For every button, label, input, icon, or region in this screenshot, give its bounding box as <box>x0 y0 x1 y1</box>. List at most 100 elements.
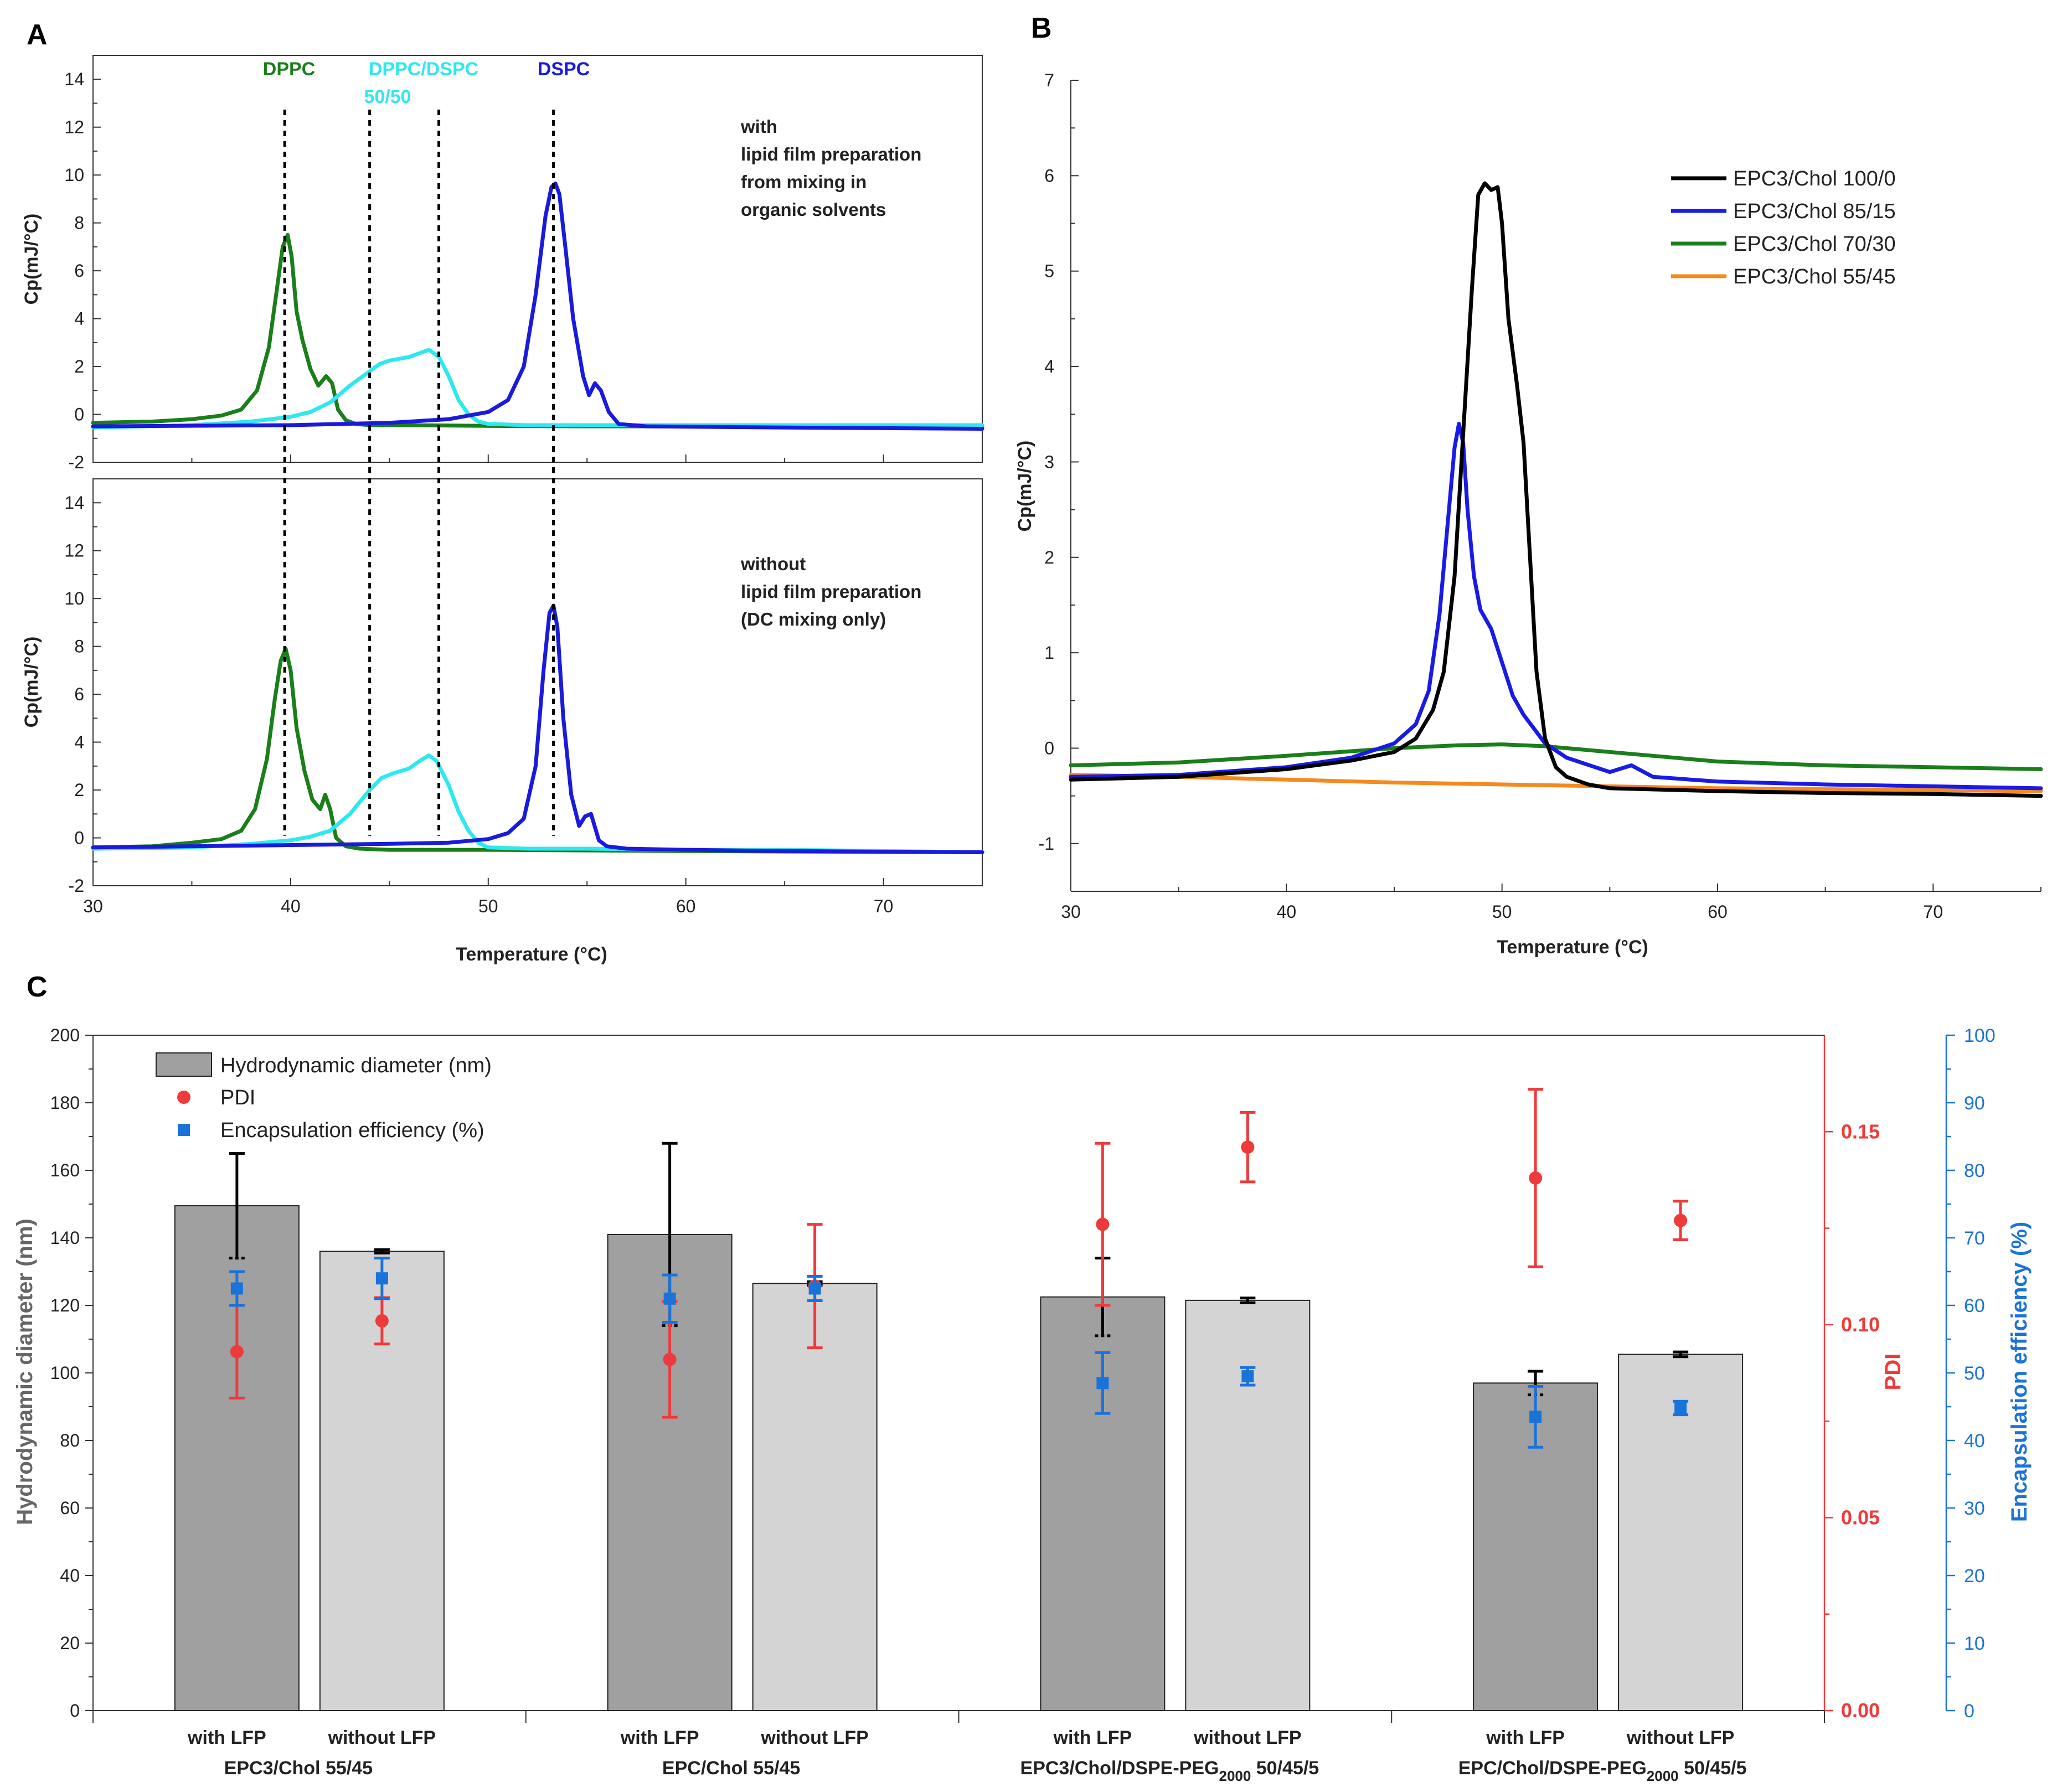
panel-a-top-note: with lipid film preparation from mixing … <box>740 116 921 220</box>
panel-c-ee-tick-label: 30 <box>1964 1498 1985 1519</box>
panel-c-group-label-tail: 50/45/5 <box>1679 1758 1747 1779</box>
panel-a-top-series-dppc-dspc-50-50 <box>91 348 984 430</box>
panel-b-y-tick-label: 1 <box>1044 643 1054 663</box>
panel-a-bottom-y-tick-label: -2 <box>69 876 84 896</box>
panel-a-bottom-note-line: without <box>740 554 806 574</box>
pdi-point <box>375 1314 389 1328</box>
legend-label-encapsulation: Encapsulation efficiency (%) <box>220 1119 484 1142</box>
panel-a-top-y-tick-label: 12 <box>64 117 84 137</box>
panel-c-ee-axis: 0 10 20 30 40 50 60 70 80 90 100 <box>1946 1025 1996 1722</box>
panel-a-x-tick-label: 50 <box>478 896 498 916</box>
pdi-point <box>1096 1217 1110 1231</box>
legend-label-epc3-chol-100-0: EPC3/Chol 100/0 <box>1733 167 1896 190</box>
panel-b-x-tick-label: 50 <box>1492 902 1512 922</box>
panel-c-y-tick-label: 160 <box>50 1160 80 1180</box>
panel-c-group-label-main: EPC3/Chol/DSPE-PEG <box>1020 1758 1219 1779</box>
panel-c-ee-tick-label: 40 <box>1964 1430 1985 1452</box>
panel-a-top-frame <box>92 55 983 463</box>
panel-a-bottom-series-dppc <box>91 647 984 854</box>
panel-b-y-tick-label: 7 <box>1044 70 1054 90</box>
panel-a-bottom-y-tick-label: 8 <box>74 637 84 657</box>
panel-b-series-epc3-chol-100-0 <box>1069 181 2043 798</box>
pdi-point <box>1529 1171 1543 1185</box>
panel-c-group-label-subscript: 2000 <box>1647 1768 1679 1784</box>
panel-a-top-y-tick-label: 14 <box>64 69 84 89</box>
panel-c-y-tick-label: 80 <box>60 1430 80 1450</box>
panel-a-top-y-tick-label: 2 <box>74 357 84 376</box>
panel-c-condition-label: with LFP <box>620 1727 699 1748</box>
panel-c-ee-axis-title: Encapsulation efficiency (%) <box>2007 1222 2032 1522</box>
panel-c-condition-label: without LFP <box>760 1727 869 1748</box>
panel-a-bottom-y-axis: -2 0 2 4 6 8 10 12 14 <box>64 493 101 896</box>
panel-a-bottom-series-dspc <box>91 603 984 854</box>
panel-c-y-tick-label: 0 <box>70 1701 80 1721</box>
panel-a-bottom-plot: -2 0 2 4 6 8 10 12 14 Cp(mJ/°C) without lipid fi… <box>21 478 984 896</box>
pdi-point <box>230 1345 244 1359</box>
panel-c-group-label-subscript: 2000 <box>1219 1768 1251 1784</box>
panel-c-condition-label: without LFP <box>328 1727 436 1748</box>
panel-b-y-tick-label: 2 <box>1044 548 1054 567</box>
panel-a-bottom-y-tick-label: 10 <box>64 588 84 608</box>
panel-a-lipid-labels: DPPC DPPC/DSPC 50/50 DSPC <box>263 59 590 107</box>
panel-c-group-label: EPC3/Chol/DSPE-PEG2000 50/45/5 <box>1020 1758 1319 1784</box>
panel-a-top-y-tick-label: 0 <box>74 405 84 425</box>
panel-c-y-tick-label: 180 <box>50 1093 80 1113</box>
panel-b-y-tick-label: 4 <box>1044 357 1054 376</box>
panel-c-ee-tick-label: 80 <box>1964 1160 1985 1181</box>
panel-c-x-axis: with LFP without LFP EPC3/Chol 55/45 with L… <box>92 1711 1825 1784</box>
panel-a-bottom-y-tick-label: 2 <box>74 780 84 800</box>
panel-c-pdi-tick-label: 0.10 <box>1841 1313 1880 1336</box>
panel-c-ee-tick-label: 60 <box>1964 1295 1985 1316</box>
panel-b-y-tick-label: 5 <box>1044 261 1054 281</box>
panel-a-top-y-tick-label: 4 <box>74 309 84 329</box>
legend-label-diameter: Hydrodynamic diameter (nm) <box>220 1054 492 1077</box>
panel-letter-a: A <box>27 19 48 51</box>
diameter-bar <box>752 1283 878 1712</box>
lipid-label-dppc-dspc: DPPC/DSPC <box>369 59 478 80</box>
panel-b-series <box>1069 181 2043 798</box>
panel-b-y-tick-label: -1 <box>1039 834 1054 854</box>
panel-c-y-tick-label: 20 <box>60 1633 80 1653</box>
panel-c-pdi-tick-label: 0.00 <box>1841 1699 1880 1722</box>
panel-a-top-note-line: from mixing in <box>741 172 867 192</box>
panel-a-bottom-note-line: lipid film preparation <box>741 581 921 602</box>
panel-a-bottom-y-tick-label: 0 <box>74 828 84 848</box>
panel-a-bottom-series-dppc-dspc-50-50 <box>91 753 984 854</box>
panel-b-x-tick-label: 40 <box>1277 902 1297 922</box>
panel-a-bottom-y-tick-label: 14 <box>64 493 84 513</box>
ee-point <box>1241 1370 1254 1383</box>
panel-b-x-tick-label: 60 <box>1708 902 1728 922</box>
panel-b-series-epc3-chol-85-15 <box>1069 422 2043 791</box>
panel-c-y-tick-label: 140 <box>50 1228 80 1248</box>
panel-c-bars <box>174 1088 1744 1712</box>
panel-a-x-tick-label: 70 <box>874 896 894 916</box>
panel-c-y-tick-label: 200 <box>50 1025 80 1045</box>
panel-a-bottom-y-tick-label: 6 <box>74 684 84 704</box>
panel-b-y-tick-label: 0 <box>1044 738 1054 758</box>
panel-a-top-y-tick-label: 8 <box>74 213 84 233</box>
panel-a-top-series <box>91 181 984 431</box>
legend-swatch-diameter <box>156 1052 212 1077</box>
panel-b-y-axis-title: Cp(mJ/°C) <box>1014 441 1035 532</box>
panel-c-y-axis: 0 20 40 60 80 100 120 140 160 180 200 <box>50 1025 93 1721</box>
ee-point <box>375 1272 388 1285</box>
panel-c-y-tick-label: 60 <box>60 1498 80 1518</box>
panel-b-x-axis: 30 40 50 60 70 <box>1061 884 2041 922</box>
panel-a: -2 0 2 4 6 8 10 12 14 Cp(mJ/°C) with lipid film … <box>21 55 984 965</box>
panel-c-group-label: EPC/Chol 55/45 <box>662 1758 800 1779</box>
panel-letter-c: C <box>27 971 48 1003</box>
legend-label-pdi: PDI <box>220 1086 255 1109</box>
panel-a-top-note-line: organic solvents <box>741 199 886 220</box>
panel-c-condition-label: with LFP <box>187 1727 266 1748</box>
panel-a-x-axis-title: Temperature (°C) <box>456 944 607 965</box>
panel-c-group-label: EPC3/Chol 55/45 <box>224 1758 373 1779</box>
panel-c-condition-label: with LFP <box>1053 1727 1132 1748</box>
panel-a-top-y-tick-label: 10 <box>64 165 84 185</box>
panel-c-ee-tick-label: 0 <box>1964 1701 1974 1722</box>
panel-c-ee-tick-label: 70 <box>1964 1228 1985 1249</box>
panel-c-ee-tick-label: 20 <box>1964 1566 1985 1587</box>
panel-b: -1 0 1 2 3 4 5 6 7 30 40 50 60 70 Cp(mJ/°C) Temperat… <box>1014 70 2043 958</box>
panel-b-y-tick-label: 6 <box>1044 166 1054 185</box>
panel-c-y-axis-title: Hydrodynamic diameter (nm) <box>13 1218 37 1525</box>
